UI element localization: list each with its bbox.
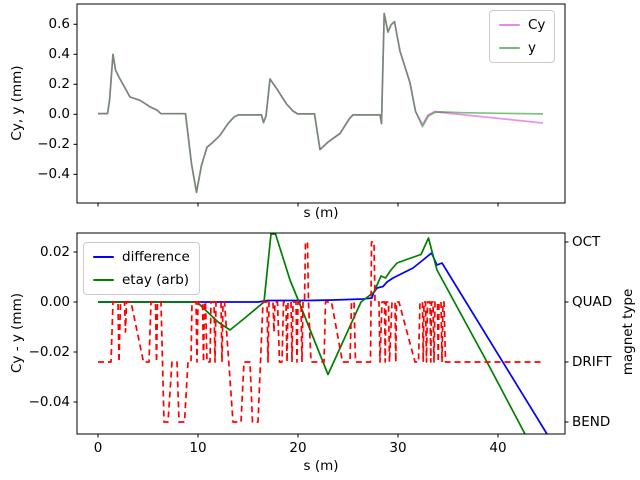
y-tick-label: 0.2 (48, 76, 70, 93)
legend-label-y: y (528, 40, 536, 56)
x-tick-label: 20 (289, 440, 307, 456)
bottom-xaxis-label: s (m) (303, 458, 339, 474)
x-tick-label: 0 (93, 440, 103, 456)
x-tick-label: 30 (389, 440, 407, 456)
legend-item-difference: difference (93, 249, 190, 265)
etay-line-swatch (93, 278, 114, 282)
y-tick-label: 0.4 (48, 46, 70, 63)
y-tick-label: 0.0 (48, 106, 70, 123)
y-tick-label: −0.02 (28, 344, 70, 360)
legend-item-cy: Cy (499, 17, 545, 33)
series-y (98, 12, 544, 194)
y-tick-label: 0.6 (48, 16, 70, 33)
bottom-legend: difference etay (arb) (83, 242, 200, 295)
top-legend: Cy y (489, 10, 556, 63)
axes-spines (76, 232, 566, 435)
legend-label-cy: Cy (528, 17, 546, 33)
y-tick-label: 0.02 (39, 244, 70, 260)
top-xaxis-label: s (m) (303, 205, 339, 221)
y-line-swatch (499, 46, 520, 50)
magnet-type-axis-label: magnet type (620, 288, 636, 376)
cy-line-swatch (499, 23, 520, 27)
magnet-type-tick-label-bend: BEND (572, 414, 611, 430)
y-tick-label: −0.4 (37, 166, 70, 183)
series-cy (98, 12, 544, 194)
series-etay-arb- (98, 233, 526, 435)
legend-label-etay: etay (arb) (122, 272, 190, 288)
magnet-type-tick-label-oct: OCT (572, 234, 601, 250)
y-tick-label: −0.04 (28, 394, 70, 410)
legend-item-y: y (499, 40, 545, 56)
bottom-plot-area (73, 232, 569, 438)
top-plot-area (73, 3, 566, 207)
x-tick-label: 10 (189, 440, 207, 456)
y-tick-label: −0.2 (37, 136, 70, 153)
difference-line-swatch (93, 255, 114, 259)
legend-label-difference: difference (122, 249, 190, 265)
magnet-type-tick-label-drift: DRIFT (572, 354, 612, 370)
series-magnet-type (98, 241, 541, 423)
axes-spines (76, 3, 566, 204)
y-tick-label: 0.00 (39, 294, 70, 310)
magnet-type-tick-label-quad: QUAD (572, 294, 613, 310)
x-tick-label: 40 (489, 440, 507, 456)
series-difference (98, 252, 548, 435)
legend-item-etay: etay (arb) (93, 272, 190, 288)
